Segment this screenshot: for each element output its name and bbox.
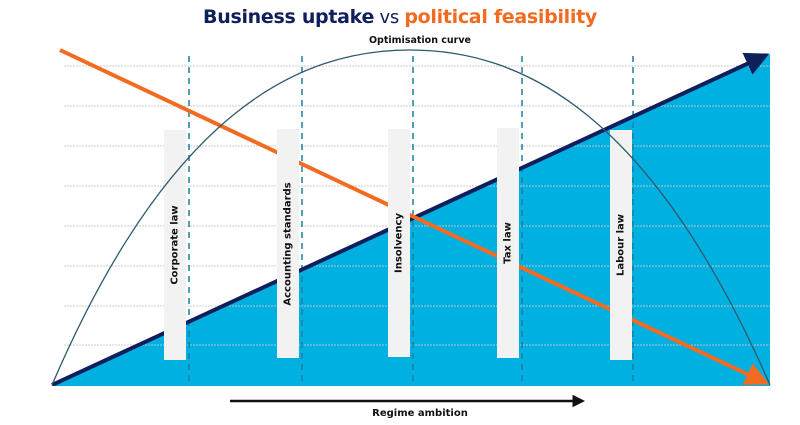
regime-box-insolvency: Insolvency <box>388 129 410 357</box>
chart-title: Business uptake vs political feasibility <box>0 6 800 28</box>
optimisation-curve-label: Optimisation curve <box>368 35 471 46</box>
title-political-feasibility: political feasibility <box>404 6 597 28</box>
regime-box-accounting-standards: Accounting standards <box>277 129 299 358</box>
regime-box-corporate-law: Corporate law <box>164 130 186 360</box>
title-business-uptake: Business uptake <box>203 6 375 28</box>
regime-label: Accounting standards <box>282 181 294 306</box>
regime-label: Insolvency <box>393 213 405 273</box>
regime-label: Tax law <box>502 222 514 264</box>
regime-box-tax-law: Tax law <box>497 128 519 358</box>
title-connector: vs <box>374 7 405 28</box>
regime-label: Corporate law <box>169 205 181 285</box>
regime-label: Labour law <box>615 213 627 277</box>
regime-box-labour-law: Labour law <box>610 130 632 360</box>
regime-ambition-label: Regime ambition <box>372 408 468 419</box>
